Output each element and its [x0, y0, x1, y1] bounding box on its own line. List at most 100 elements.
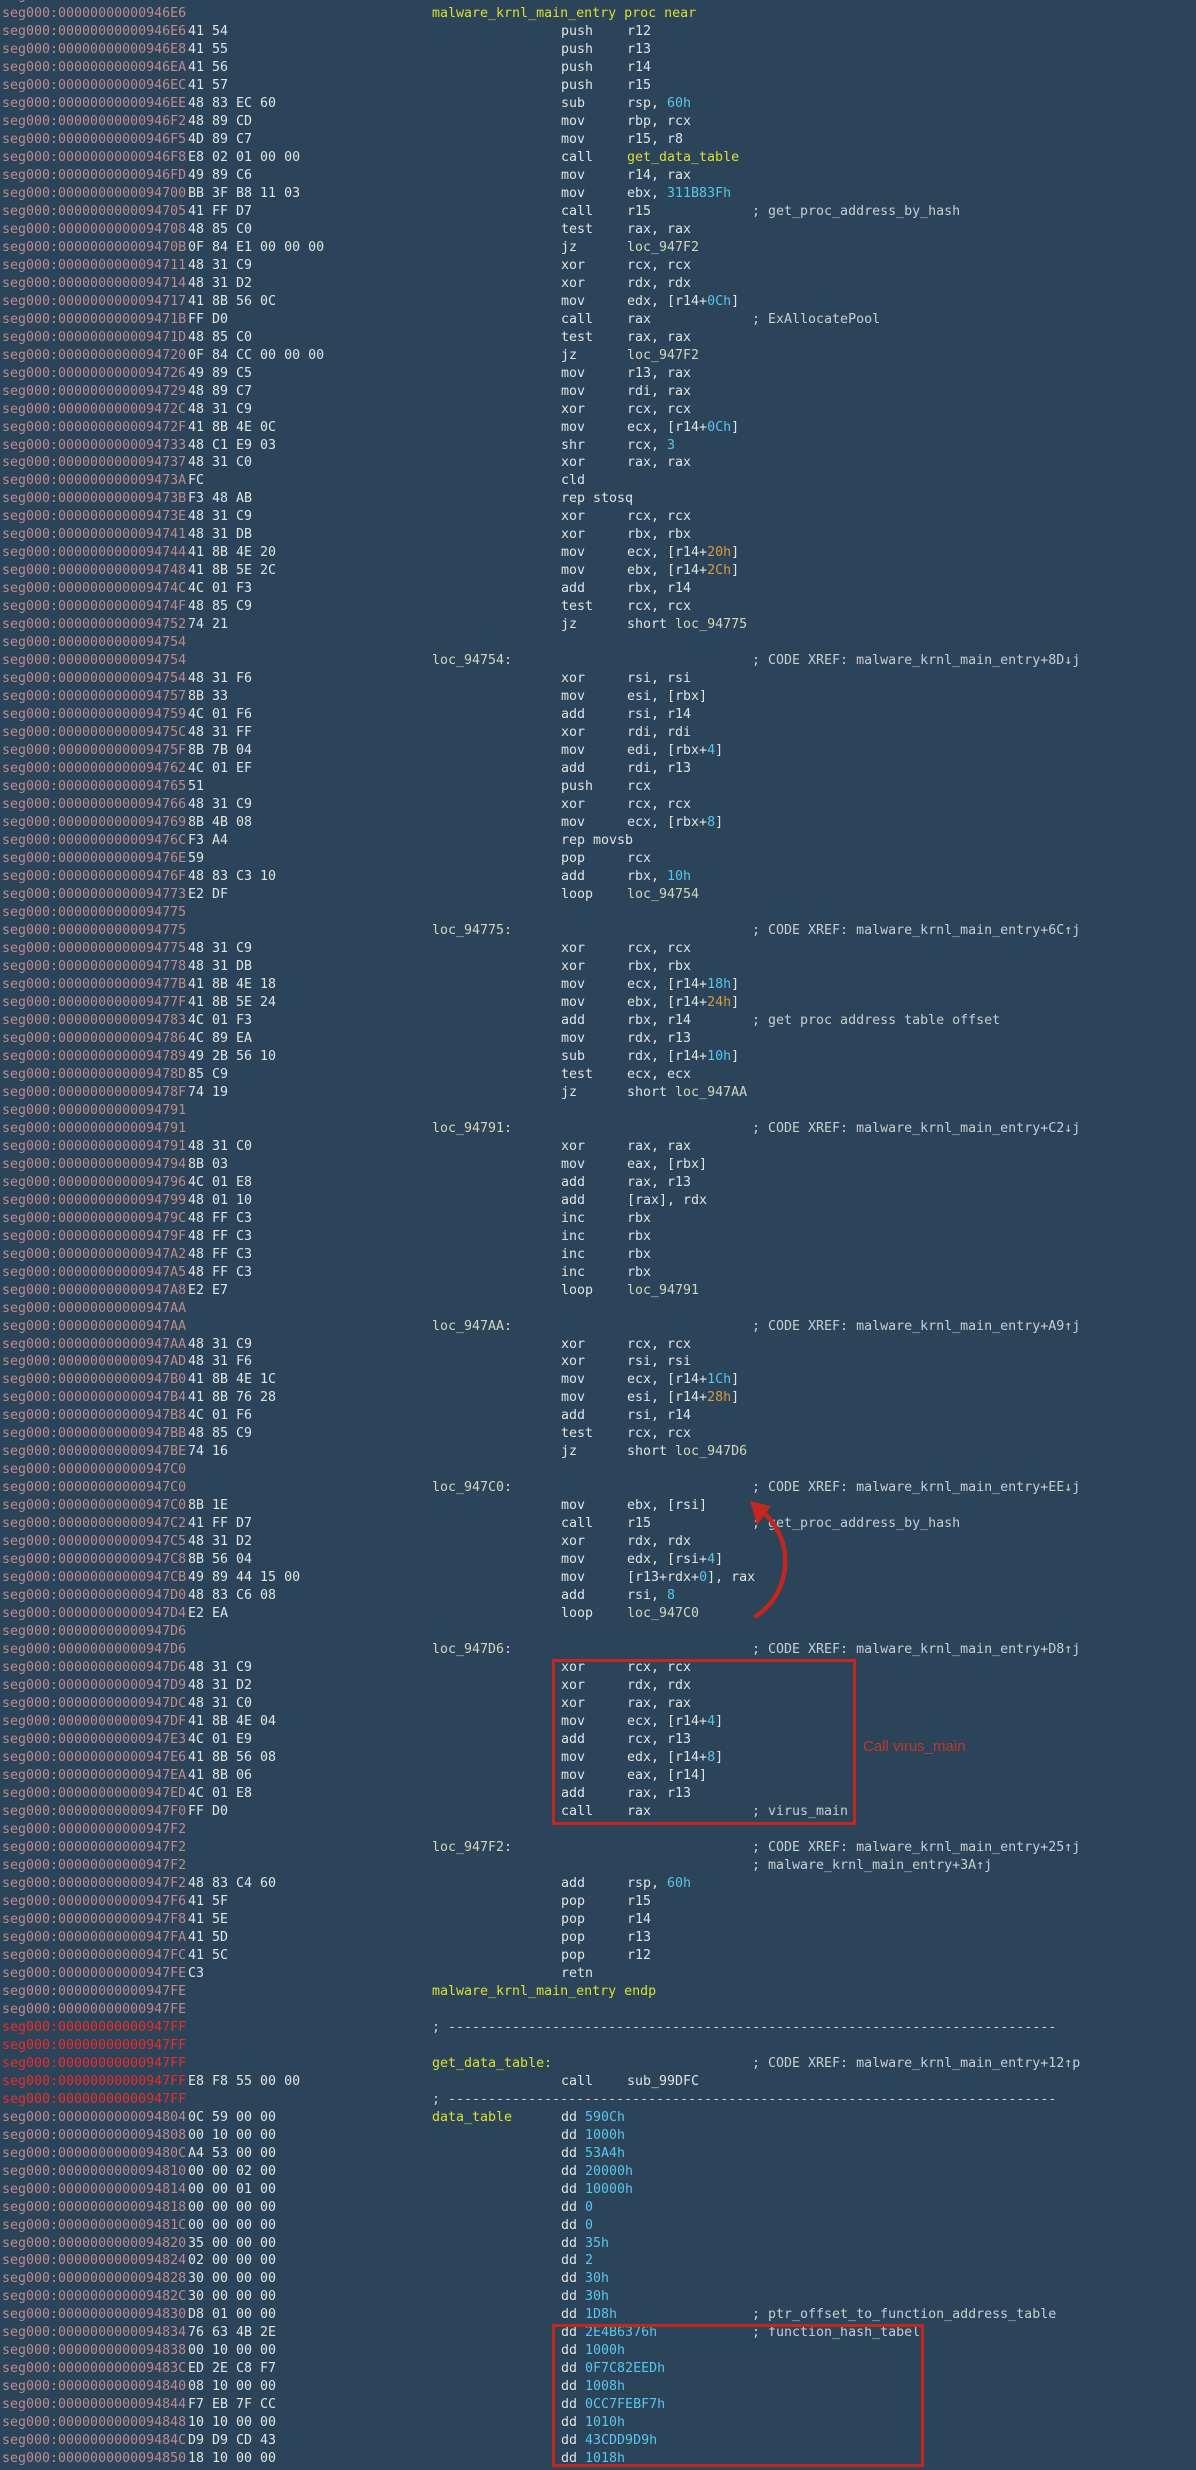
listing-line[interactable]: seg000:00000000000946E6 malware_krnl_main…: [0, 5, 1196, 23]
listing-line[interactable]: seg000:000000000009476E 59 pop rcx: [0, 850, 1196, 868]
listing-line[interactable]: seg000:0000000000094818 00 00 00 00 dd 0: [0, 2199, 1196, 2217]
listing-line[interactable]: seg000:0000000000094759 4C 01 F6 add rsi, r…: [0, 706, 1196, 724]
listing-line[interactable]: seg000:0000000000094717 41 8B 56 0C mov edx…: [0, 293, 1196, 311]
listing-line[interactable]: seg000:0000000000094830 D8 01 00 00 dd 1D8…: [0, 2306, 1196, 2324]
listing-line[interactable]: seg000:000000000009475F 8B 7B 04 mov edi, […: [0, 742, 1196, 760]
listing-line[interactable]: seg000:0000000000094791 loc_94791: ; CODE …: [0, 1120, 1196, 1138]
listing-line[interactable]: seg000:00000000000947AD 48 31 F6 xor rsi, r…: [0, 1353, 1196, 1371]
listing-line[interactable]: seg000:0000000000094814 00 00 01 00 dd 100…: [0, 2181, 1196, 2199]
listing-line[interactable]: seg000:00000000000947C2 41 FF D7 call r15 ; …: [0, 1515, 1196, 1533]
listing-line[interactable]: seg000:00000000000947ED 4C 01 E8 add rax, r…: [0, 1785, 1196, 1803]
listing-line[interactable]: seg000:00000000000947C0: [0, 1461, 1196, 1479]
listing-line[interactable]: seg000:0000000000094729 48 89 C7 mov rdi, r…: [0, 383, 1196, 401]
listing-line[interactable]: seg000:000000000009481C 00 00 00 00 dd 0: [0, 2217, 1196, 2235]
listing-line[interactable]: seg000:000000000009470B 0F 84 E1 00 00 00…: [0, 239, 1196, 257]
listing-line[interactable]: seg000:0000000000094775 loc_94775: ; CODE …: [0, 922, 1196, 940]
listing-line[interactable]: seg000:00000000000947BB 48 85 C9 test rcx, …: [0, 1425, 1196, 1443]
listing-line[interactable]: seg000:0000000000094754: [0, 634, 1196, 652]
listing-line[interactable]: seg000:00000000000946EE 48 83 EC 60 sub rsp…: [0, 95, 1196, 113]
listing-line[interactable]: seg000:0000000000094733 48 C1 E9 03 shr rcx…: [0, 437, 1196, 455]
listing-line[interactable]: seg000:00000000000947F2: [0, 1821, 1196, 1839]
listing-line[interactable]: seg000:0000000000094741 48 31 DB xor rbx, r…: [0, 526, 1196, 544]
listing-line[interactable]: seg000:000000000009477F 41 8B 5E 24 mov ebx…: [0, 994, 1196, 1012]
listing-line[interactable]: seg000:0000000000094778 48 31 DB xor rbx, r…: [0, 958, 1196, 976]
listing-line[interactable]: seg000:0000000000094824 02 00 00 00 dd 2: [0, 2252, 1196, 2270]
listing-line[interactable]: seg000:0000000000094850 18 10 00 00 dd 101…: [0, 2450, 1196, 2468]
listing-line[interactable]: seg000:00000000000947E6 41 8B 56 08 mov edx…: [0, 1749, 1196, 1767]
listing-line[interactable]: seg000:00000000000946E8 41 55 push r13: [0, 41, 1196, 59]
listing-line[interactable]: seg000:00000000000947C5 48 31 D2 xor rdx, r…: [0, 1533, 1196, 1551]
listing-line[interactable]: seg000:0000000000094752 74 21 jz short loc_…: [0, 616, 1196, 634]
listing-line[interactable]: seg000:00000000000947A5 48 FF C3 inc rbx: [0, 1264, 1196, 1282]
listing-line[interactable]: seg000:0000000000094775 48 31 C9 xor rcx, r…: [0, 940, 1196, 958]
listing-line[interactable]: seg000:0000000000094762 4C 01 EF add rdi, r…: [0, 760, 1196, 778]
listing-line[interactable]: seg000:00000000000947FE C3 retn: [0, 1965, 1196, 1983]
listing-line[interactable]: seg000:0000000000094791 48 31 C0 xor rax, r…: [0, 1138, 1196, 1156]
listing-line[interactable]: seg000:00000000000946E6 41 54 push r12: [0, 23, 1196, 41]
listing-line[interactable]: seg000:0000000000094748 41 8B 5E 2C mov ebx…: [0, 562, 1196, 580]
listing-line[interactable]: seg000:0000000000094796 4C 01 E8 add rax, r…: [0, 1174, 1196, 1192]
listing-line[interactable]: seg000:0000000000094838 00 10 00 00 dd 100…: [0, 2342, 1196, 2360]
listing-line[interactable]: seg000:0000000000094799 48 01 10 add [rax],…: [0, 1192, 1196, 1210]
listing-line[interactable]: seg000:00000000000946E6: [0, 0, 1196, 5]
listing-line[interactable]: seg000:0000000000094766 48 31 C9 xor rcx, r…: [0, 796, 1196, 814]
listing-line[interactable]: seg000:00000000000947F6 41 5F pop r15: [0, 1893, 1196, 1911]
listing-line[interactable]: seg000:000000000009471B FF D0 call rax ; ExA…: [0, 311, 1196, 329]
listing-line[interactable]: seg000:00000000000947E3 4C 01 E9 add rcx, r…: [0, 1731, 1196, 1749]
listing-line[interactable]: seg000:0000000000094769 8B 4B 08 mov ecx, […: [0, 814, 1196, 832]
listing-line[interactable]: seg000:000000000009484C D9 D9 CD 43 dd 43C…: [0, 2432, 1196, 2450]
listing-line[interactable]: seg000:000000000009471D 48 85 C0 test rax, …: [0, 329, 1196, 347]
listing-line[interactable]: seg000:00000000000946F2 48 89 CD mov rbp, r…: [0, 113, 1196, 131]
listing-line[interactable]: seg000:00000000000947D6: [0, 1623, 1196, 1641]
listing-line[interactable]: seg000:0000000000094720 0F 84 CC 00 00 00…: [0, 347, 1196, 365]
listing-line[interactable]: seg000:000000000009476F 48 83 C3 10 add rbx…: [0, 868, 1196, 886]
listing-line[interactable]: seg000:0000000000094808 00 10 00 00 dd 100…: [0, 2127, 1196, 2145]
listing-line[interactable]: seg000:000000000009480C A4 53 00 00 dd 53A…: [0, 2145, 1196, 2163]
listing-line[interactable]: seg000:00000000000947F2 ; malware_krnl_ma…: [0, 1857, 1196, 1875]
listing-line[interactable]: seg000:00000000000947D4 E2 EA loop loc_947C…: [0, 1605, 1196, 1623]
listing-line[interactable]: seg000:0000000000094757 8B 33 mov esi, [rbx…: [0, 688, 1196, 706]
listing-line[interactable]: seg000:0000000000094794 8B 03 mov eax, [rbx…: [0, 1156, 1196, 1174]
listing-line[interactable]: seg000:00000000000947B0 41 8B 4E 1C mov ecx…: [0, 1371, 1196, 1389]
listing-line[interactable]: seg000:0000000000094726 49 89 C5 mov r13, r…: [0, 365, 1196, 383]
listing-line[interactable]: seg000:000000000009479C 48 FF C3 inc rbx: [0, 1210, 1196, 1228]
listing-line[interactable]: seg000:0000000000094786 4C 89 EA mov rdx, r…: [0, 1030, 1196, 1048]
listing-line[interactable]: seg000:00000000000947FA 41 5D pop r13: [0, 1929, 1196, 1947]
listing-line[interactable]: seg000:00000000000947D0 48 83 C6 08 add rsi…: [0, 1587, 1196, 1605]
listing-line[interactable]: seg000:0000000000094744 41 8B 4E 20 mov ecx…: [0, 544, 1196, 562]
listing-line[interactable]: seg000:0000000000094775: [0, 904, 1196, 922]
listing-line[interactable]: seg000:00000000000947D9 48 31 D2 xor rdx, r…: [0, 1677, 1196, 1695]
listing-line[interactable]: seg000:000000000009477B 41 8B 4E 18 mov ecx…: [0, 976, 1196, 994]
listing-line[interactable]: seg000:000000000009472F 41 8B 4E 0C mov ecx…: [0, 419, 1196, 437]
listing-line[interactable]: seg000:000000000009473A FC cld: [0, 472, 1196, 490]
listing-line[interactable]: seg000:00000000000947EA 41 8B 06 mov eax, […: [0, 1767, 1196, 1785]
listing-line[interactable]: seg000:00000000000947AA: [0, 1300, 1196, 1318]
listing-line[interactable]: seg000:00000000000947CB 49 89 44 15 00 mov…: [0, 1569, 1196, 1587]
listing-line[interactable]: seg000:00000000000946FD 49 89 C6 mov r14, r…: [0, 167, 1196, 185]
listing-line[interactable]: seg000:0000000000094844 F7 EB 7F CC dd 0CC…: [0, 2396, 1196, 2414]
listing-line[interactable]: seg000:0000000000094783 4C 01 F3 add rbx, r…: [0, 1012, 1196, 1030]
listing-line[interactable]: seg000:00000000000947AA 48 31 C9 xor rcx, r…: [0, 1336, 1196, 1354]
listing-line[interactable]: seg000:000000000009473E 48 31 C9 xor rcx, r…: [0, 508, 1196, 526]
listing-line[interactable]: seg000:00000000000947F0 FF D0 call rax ; vir…: [0, 1803, 1196, 1821]
listing-line[interactable]: seg000:00000000000947DC 48 31 C0 xor rax, r…: [0, 1695, 1196, 1713]
listing-line[interactable]: seg000:0000000000094754 loc_94754: ; CODE …: [0, 652, 1196, 670]
listing-line[interactable]: seg000:00000000000947B4 41 8B 76 28 mov esi…: [0, 1389, 1196, 1407]
listing-line[interactable]: seg000:0000000000094810 00 00 02 00 dd 200…: [0, 2163, 1196, 2181]
listing-line[interactable]: seg000:0000000000094840 08 10 00 00 dd 100…: [0, 2378, 1196, 2396]
listing-line[interactable]: seg000:0000000000094754 48 31 F6 xor rsi, r…: [0, 670, 1196, 688]
listing-line[interactable]: seg000:0000000000094804 0C 59 00 00 data_t…: [0, 2109, 1196, 2127]
listing-line[interactable]: seg000:00000000000947C8 8B 56 04 mov edx, […: [0, 1551, 1196, 1569]
listing-line[interactable]: seg000:00000000000947B8 4C 01 F6 add rsi, r…: [0, 1407, 1196, 1425]
listing-line[interactable]: seg000:000000000009478D 85 C9 test ecx, ecx: [0, 1066, 1196, 1084]
listing-line[interactable]: seg000:00000000000947DF 41 8B 4E 04 mov ecx…: [0, 1713, 1196, 1731]
listing-line[interactable]: seg000:000000000009475C 48 31 FF xor rdi, r…: [0, 724, 1196, 742]
listing-line[interactable]: seg000:00000000000946F5 4D 89 C7 mov r15, r…: [0, 131, 1196, 149]
listing-line[interactable]: seg000:0000000000094705 41 FF D7 call r15 ; …: [0, 203, 1196, 221]
listing-line[interactable]: seg000:00000000000947D6 loc_947D6: ; CODE …: [0, 1641, 1196, 1659]
listing-line[interactable]: seg000:0000000000094791: [0, 1102, 1196, 1120]
listing-line[interactable]: seg000:000000000009476C F3 A4 rep movsb: [0, 832, 1196, 850]
listing-line[interactable]: seg000:00000000000947C0 loc_947C0: ; CODE …: [0, 1479, 1196, 1497]
listing-line[interactable]: seg000:000000000009478F 74 19 jz short loc_…: [0, 1084, 1196, 1102]
listing-line[interactable]: seg000:0000000000094708 48 85 C0 test rax, …: [0, 221, 1196, 239]
